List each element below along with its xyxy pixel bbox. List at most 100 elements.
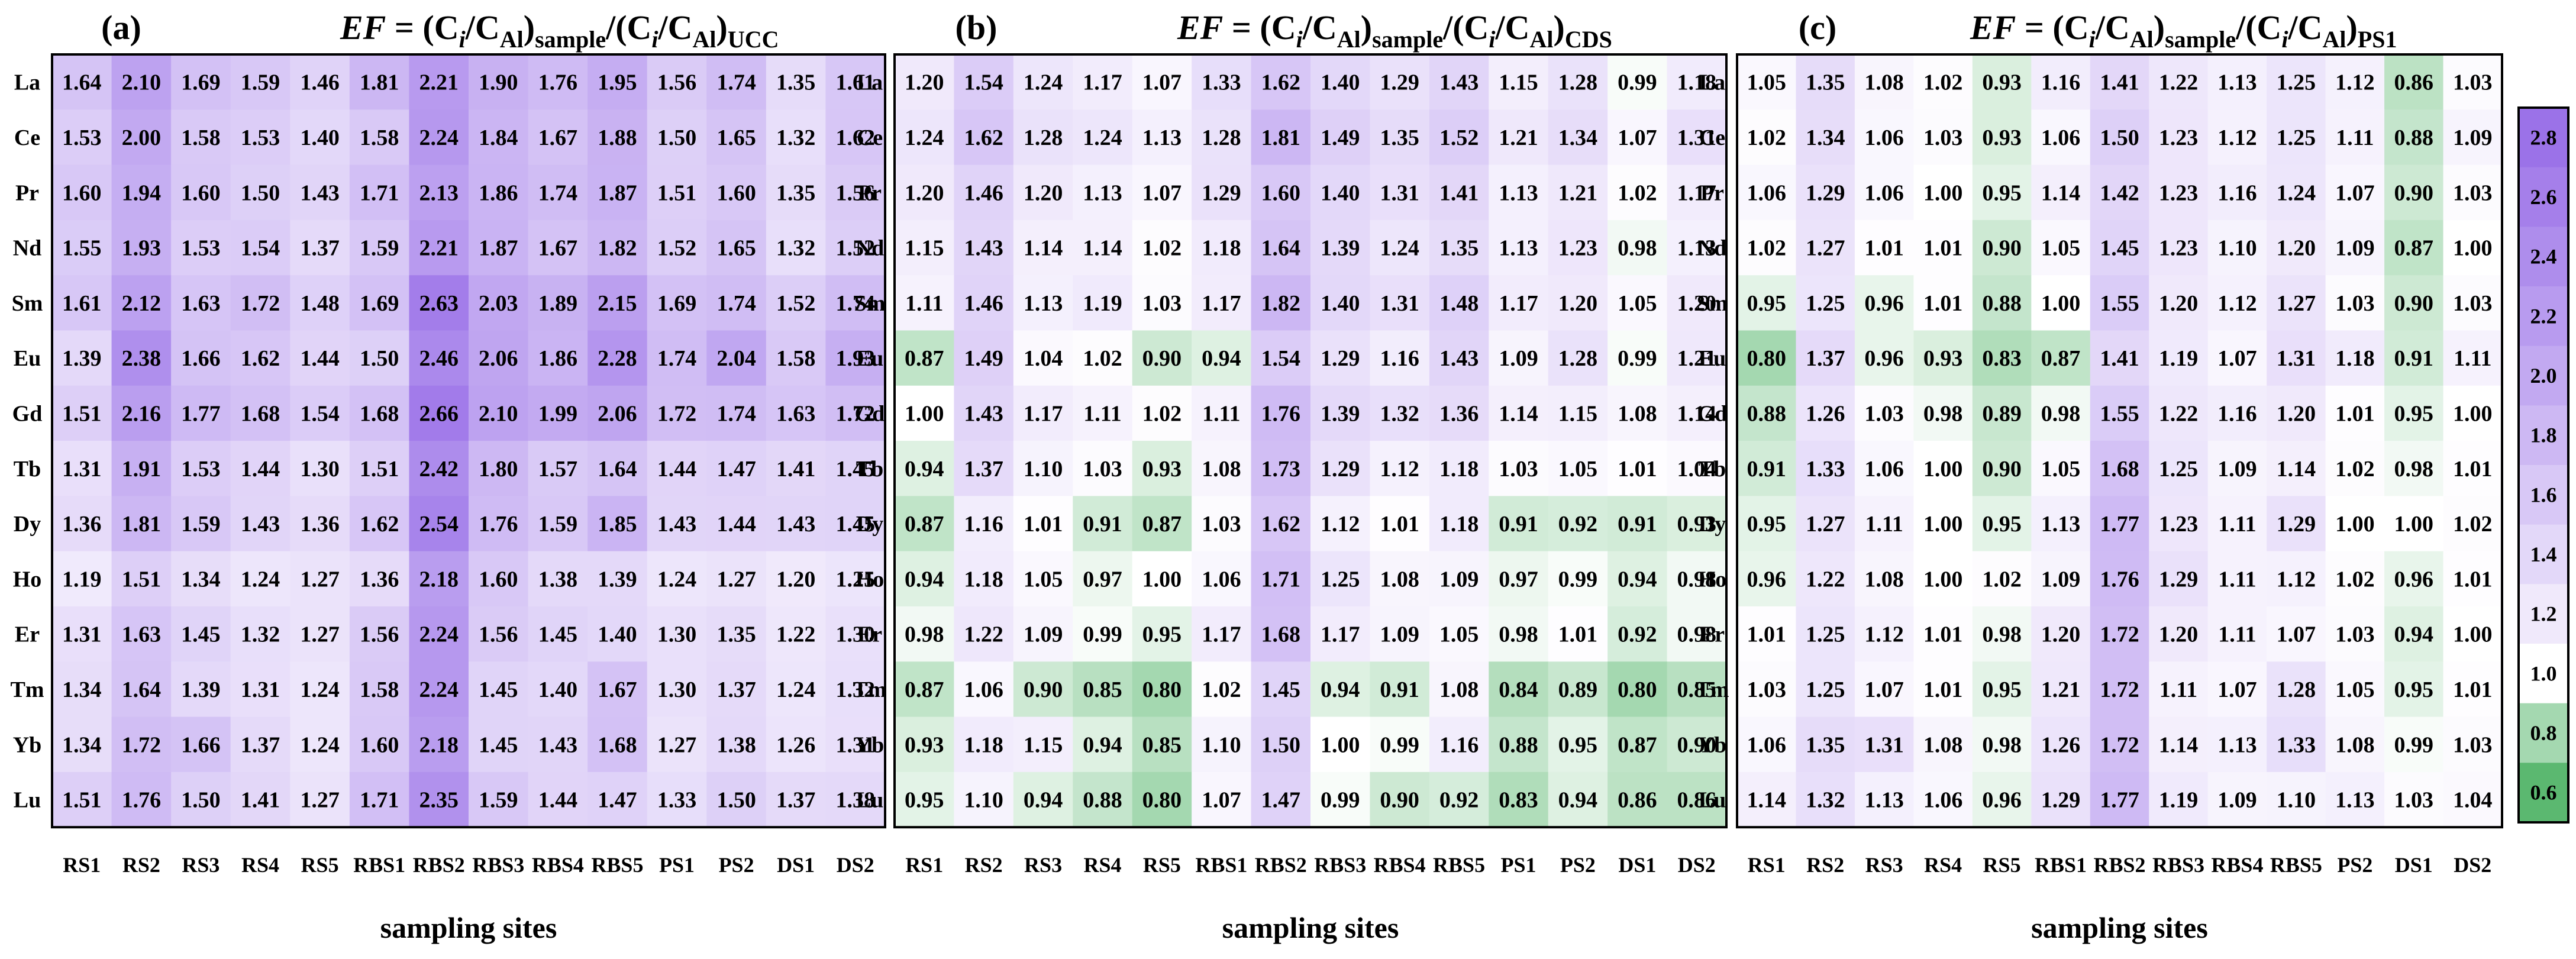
heatmap-cell	[587, 661, 648, 718]
heatmap-panels: 1.64 2.10 1.69 1.59 1.46 1.81 2.21 1.90 1.76 1.95…	[11, 8, 2503, 944]
cell-value-label: 2.46	[419, 346, 459, 371]
cell-value-label: 0.80	[1142, 677, 1182, 702]
heatmap-cell	[1607, 54, 1668, 110]
cell-value-label: 1.91	[122, 457, 162, 482]
cell-value-label: 1.40	[300, 125, 340, 150]
cell-value-label: 2.38	[122, 346, 162, 371]
heatmap-cell	[290, 330, 350, 386]
heatmap-cell	[469, 716, 529, 773]
heatmap-cell	[1854, 661, 1914, 718]
cell-value-label: 1.60	[1261, 180, 1301, 205]
column-label: RS4	[1924, 853, 1962, 877]
heatmap-cell	[2325, 661, 2385, 718]
colorbar-segment	[2519, 465, 2568, 525]
cell-value-label: 1.45	[181, 622, 221, 647]
cell-value-label: 1.13	[1677, 236, 1717, 261]
heatmap-cell	[1429, 164, 1489, 221]
heatmap-cell	[2443, 109, 2503, 166]
cell-value-label: 1.46	[300, 70, 340, 95]
heatmap-cell	[1132, 661, 1192, 718]
cell-value-label: 1.25	[835, 567, 875, 592]
heatmap-cell	[2090, 275, 2149, 331]
heatmap-cell	[1972, 330, 2032, 386]
cell-value-label: 1.77	[2100, 512, 2139, 537]
row-label: Ce	[857, 125, 883, 150]
column-label: RBS4	[1374, 853, 1426, 877]
cell-value-label: 1.33	[2277, 732, 2316, 757]
heatmap-cell	[2267, 661, 2326, 718]
heatmap-cell	[1429, 109, 1489, 166]
cell-value-label: 1.51	[62, 401, 102, 426]
heatmap-cell	[825, 716, 886, 773]
column-label: RS1	[63, 853, 101, 877]
cell-value-label: 1.27	[716, 567, 756, 592]
cell-value-label: 0.90	[1380, 788, 1419, 813]
heatmap-cell	[171, 716, 231, 773]
heatmap-cell	[587, 330, 648, 386]
cell-value-label: 1.23	[2159, 236, 2199, 261]
heatmap-cell	[954, 109, 1014, 166]
cell-value-label: 1.06	[964, 677, 1003, 702]
heatmap-cell	[111, 330, 172, 386]
cell-value-label: 1.21	[1558, 180, 1598, 205]
heatmap-cell	[1854, 164, 1914, 221]
cell-value-label: 1.20	[2041, 622, 2081, 647]
cell-value-label: 1.23	[2159, 180, 2199, 205]
heatmap-cell	[2267, 441, 2326, 496]
heatmap-cell	[895, 661, 955, 718]
cell-value-label: 0.98	[1677, 622, 1717, 647]
heatmap-cell	[1548, 716, 1608, 773]
cell-value-label: 1.11	[1083, 401, 1121, 426]
cell-value-label: 1.00	[2453, 401, 2493, 426]
heatmap-cell	[2267, 496, 2326, 552]
heatmap-cell	[230, 109, 290, 166]
cell-value-label: 1.24	[241, 567, 280, 592]
heatmap-cell	[469, 164, 529, 221]
heatmap-cell	[52, 771, 112, 828]
cell-value-label: 1.13	[1499, 180, 1538, 205]
colorbar-tick-label: 2.6	[2530, 185, 2557, 209]
cell-value-label: 1.56	[835, 180, 875, 205]
cell-value-label: 1.61	[62, 291, 102, 316]
cell-value-label: 1.74	[657, 346, 697, 371]
cell-value-label: 0.93	[1142, 457, 1182, 482]
cell-value-label: 1.39	[62, 346, 102, 371]
cell-value-label: 1.62	[1261, 512, 1301, 537]
heatmap-cell	[1854, 551, 1914, 607]
heatmap-cell	[2267, 330, 2326, 386]
heatmap-cell	[895, 496, 955, 552]
heatmap-cell	[1489, 109, 1549, 166]
heatmap-cell	[1370, 716, 1430, 773]
heatmap-cell	[647, 551, 707, 607]
cell-value-label: 1.34	[62, 677, 102, 702]
heatmap-cell	[2384, 219, 2444, 276]
cell-value-label: 1.53	[62, 125, 102, 150]
cell-value-label: 1.45	[835, 512, 875, 537]
cell-value-label: 1.60	[181, 180, 221, 205]
cell-value-label: 1.00	[1923, 180, 1963, 205]
row-label: Pr	[1700, 180, 1724, 205]
heatmap-cell	[1192, 109, 1252, 166]
heatmap-cell	[1796, 385, 1855, 441]
heatmap-cell	[2384, 661, 2444, 718]
heatmap-cell	[111, 661, 172, 718]
heatmap-cell	[2207, 164, 2267, 221]
cell-value-label: 1.02	[1747, 125, 1786, 150]
heatmap-cell	[171, 54, 231, 110]
heatmap-cell	[349, 54, 410, 110]
cell-value-label: 1.48	[1439, 291, 1479, 316]
cell-value-label: 1.32	[776, 236, 816, 261]
heatmap-cell	[1489, 54, 1549, 110]
cell-value-label: 1.63	[181, 291, 221, 316]
heatmap-cell	[111, 551, 172, 607]
column-label: DS2	[1678, 853, 1716, 877]
heatmap-cell	[1013, 441, 1073, 496]
heatmap-cell	[290, 716, 350, 773]
row-label: Eu	[14, 346, 41, 371]
cell-value-label: 1.69	[360, 291, 399, 316]
cell-value-label: 1.72	[122, 732, 162, 757]
column-label: RS3	[1865, 853, 1903, 877]
heatmap-cell	[1310, 385, 1371, 441]
heatmap-cell	[2207, 275, 2267, 331]
